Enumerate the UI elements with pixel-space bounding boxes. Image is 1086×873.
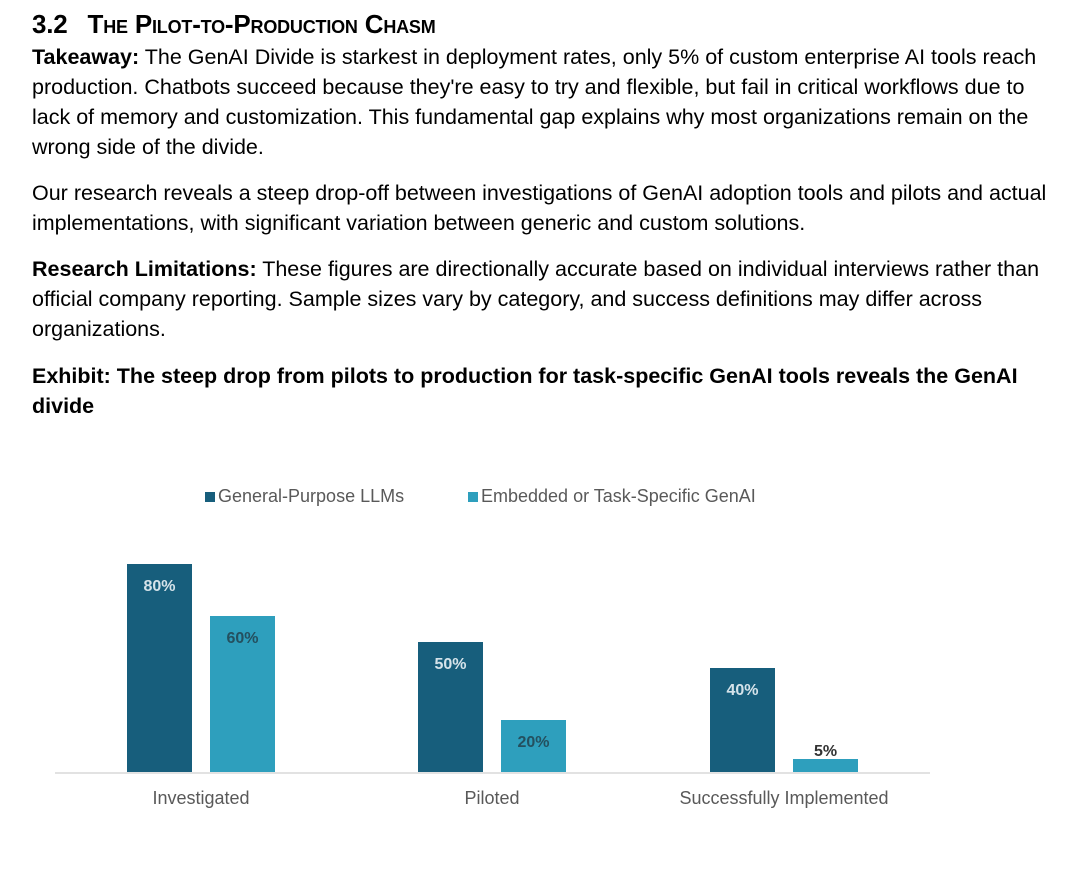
- limitations-label: Research Limitations:: [32, 257, 257, 281]
- research-paragraph: Our research reveals a steep drop-off be…: [32, 181, 1047, 235]
- bar-general-purpose-2: [710, 668, 775, 772]
- takeaway-paragraph: Takeaway: The GenAI Divide is starkest i…: [32, 42, 1052, 162]
- takeaway-label: Takeaway:: [32, 45, 140, 69]
- data-label-embedded-2: 5%: [814, 743, 837, 760]
- bar-embedded-2: [793, 759, 858, 772]
- takeaway-text: The GenAI Divide is starkest in deployme…: [32, 45, 1037, 159]
- limitations-paragraph: Research Limitations: These figures are …: [32, 254, 1052, 344]
- bar-chart: General-Purpose LLMs Embedded or Task-Spe…: [55, 486, 930, 808]
- data-label-general-purpose-2: 40%: [726, 682, 758, 699]
- data-label-embedded-0: 60%: [226, 630, 258, 647]
- section-number: 3.2: [32, 9, 68, 39]
- data-label-embedded-1: 20%: [517, 734, 549, 751]
- legend-label-general-purpose: General-Purpose LLMs: [218, 486, 404, 506]
- bar-general-purpose-1: [418, 642, 483, 772]
- legend-swatch-embedded: [468, 492, 478, 502]
- exhibit-title: Exhibit: The steep drop from pilots to p…: [32, 364, 1018, 418]
- document-page: 3.2 The Pilot-to-Production Chasm Takeawa…: [32, 0, 1052, 421]
- chart-container: General-Purpose LLMs Embedded or Task-Spe…: [0, 470, 1086, 868]
- x-tick-label-0: Investigated: [152, 788, 249, 808]
- data-label-general-purpose-1: 50%: [434, 656, 466, 673]
- limitations-text: These figures are directionally accurate…: [32, 257, 1040, 341]
- data-label-general-purpose-0: 80%: [143, 578, 175, 595]
- x-tick-label-1: Piloted: [464, 788, 519, 808]
- x-tick-label-2: Successfully Implemented: [679, 788, 888, 808]
- legend-swatch-general-purpose: [205, 492, 215, 502]
- section-heading: 3.2 The Pilot-to-Production Chasm: [32, 8, 1052, 40]
- bar-embedded-1: [501, 720, 566, 772]
- bar-general-purpose-0: [127, 564, 192, 772]
- bar-embedded-0: [210, 616, 275, 772]
- legend-label-embedded: Embedded or Task-Specific GenAI: [481, 486, 756, 506]
- section-title: The Pilot-to-Production Chasm: [87, 9, 436, 39]
